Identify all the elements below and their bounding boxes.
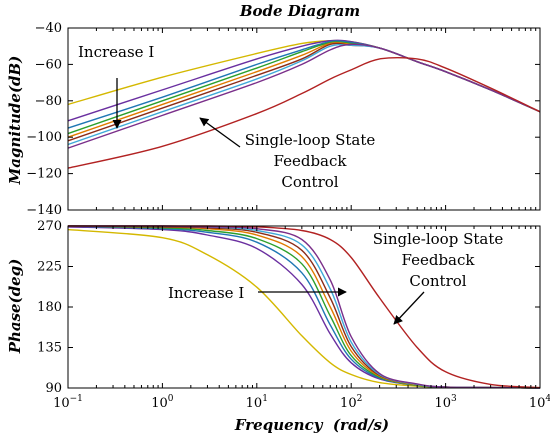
magnitude-ytick-label: −100 xyxy=(26,130,62,145)
phase-arrow-singleloop xyxy=(393,291,425,325)
magnitude-annotation-increase: Increase I xyxy=(78,43,154,61)
phase-ylabel: Phase(deg) xyxy=(6,259,24,355)
magnitude-ylabel: Magnitude(dB) xyxy=(6,56,24,186)
phase-ytick-label: 135 xyxy=(37,341,62,356)
phase-xtick-label: 102 xyxy=(340,394,362,411)
phase-xtick-label: 10−1 xyxy=(53,394,83,411)
magnitude-panel: −40 −60 −80 −100 −120 −140 Magnitude(dB) Incr… xyxy=(6,21,541,218)
phase-panel: 90 135 180 225 270 10−1 100 101 102 103 104 Phase(… xyxy=(6,219,550,434)
magnitude-series-9-line xyxy=(67,56,541,169)
phase-ytick-label: 90 xyxy=(45,381,62,396)
chart-title: Bode Diagram xyxy=(239,2,360,20)
phase-annotation-singleloop-line1: Single-loop State xyxy=(373,230,504,248)
magnitude-ytick-label: −120 xyxy=(26,167,62,182)
phase-ytick-label: 180 xyxy=(37,300,62,315)
phase-xtick-label: 103 xyxy=(434,394,457,411)
phase-ytick-label: 225 xyxy=(37,260,62,275)
phase-plot-frame xyxy=(67,225,541,389)
magnitude-plot-frame xyxy=(67,27,541,211)
phase-xtick-label: 100 xyxy=(151,394,174,411)
magnitude-annotation-singleloop-line2: Feedback xyxy=(274,152,348,170)
magnitude-ytick-label: −60 xyxy=(35,57,62,72)
magnitude-annotation-singleloop-line1: Single-loop State xyxy=(245,131,376,149)
magnitude-series-8-line xyxy=(67,43,541,149)
magnitude-ytick-label: −40 xyxy=(35,21,62,36)
phase-annotation-singleloop-line3: Control xyxy=(409,272,466,290)
phase-xtick-label: 104 xyxy=(529,394,550,411)
phase-xtick-label: 101 xyxy=(246,394,268,411)
magnitude-ytick-label: −80 xyxy=(35,94,62,109)
phase-ytick-label: 270 xyxy=(37,219,62,234)
magnitude-arrow-singleloop xyxy=(199,117,241,148)
magnitude-series-group xyxy=(67,39,541,169)
phase-xlabel: Frequency (rad/s) xyxy=(234,416,389,434)
phase-annotation-increase: Increase I xyxy=(168,284,244,302)
magnitude-ytick-label: −140 xyxy=(26,203,62,218)
magnitude-annotation-singleloop-line3: Control xyxy=(281,173,338,191)
phase-annotation-singleloop-line2: Feedback xyxy=(402,251,476,269)
